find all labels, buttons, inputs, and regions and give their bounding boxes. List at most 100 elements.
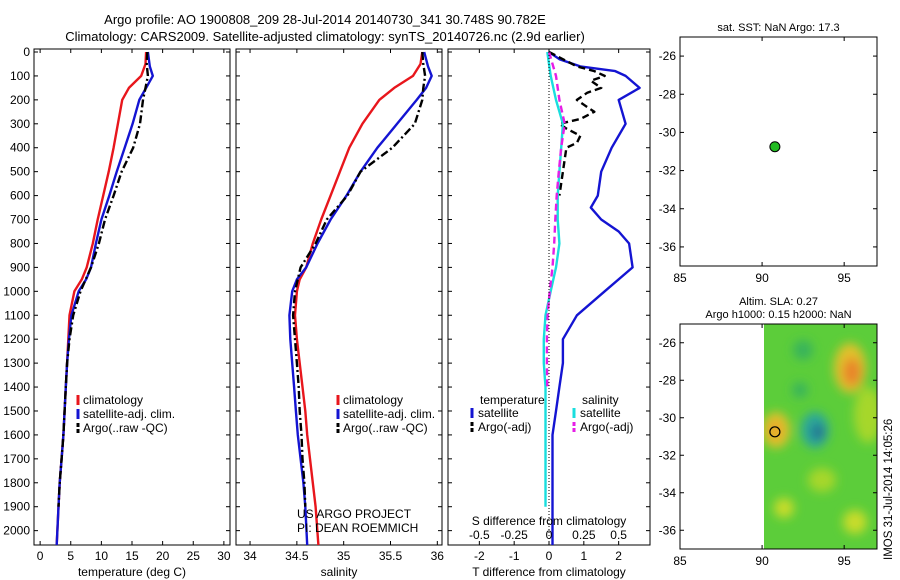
x-tick-label: 0 [546, 549, 553, 563]
top-tick-label: -0.25 [500, 528, 528, 542]
legend-label: Argo(..raw -QC) [343, 421, 428, 435]
y-tick-label: 1600 [3, 428, 30, 442]
legend-label: Argo(..raw -QC) [83, 421, 168, 435]
y-tick-label: -36 [659, 523, 677, 537]
heatmap-blob [812, 424, 824, 440]
x-tick-label: 95 [837, 271, 851, 285]
y-tick-label: -36 [659, 240, 677, 254]
x-axis-label: T difference from climatology [472, 565, 626, 579]
top-axis-label: S difference from climatology [472, 514, 627, 528]
x-tick-label: 2 [615, 549, 622, 563]
series-line [545, 51, 566, 388]
x-tick-label: 90 [755, 271, 769, 285]
y-tick-label: -32 [659, 164, 677, 178]
heatmap-blob [808, 468, 836, 492]
x-tick-label: 1 [580, 549, 587, 563]
difference-panel: -2 -1 0 1 2 T difference from climatology -0.5… [447, 48, 651, 579]
top-tick-label: 0.25 [572, 528, 596, 542]
x-tick-label: 34.5 [285, 549, 309, 563]
y-tick-label: 200 [10, 93, 30, 107]
temperature-panel: 0100200300400500600700800900100011001200… [3, 45, 231, 579]
series-line [291, 51, 427, 507]
legend-label: satellite [478, 406, 519, 420]
x-tick-label: 0 [37, 549, 44, 563]
y-tick-label: 1900 [3, 500, 30, 514]
x-tick-label: 10 [95, 549, 109, 563]
y-tick-label: 0 [23, 45, 30, 59]
x-tick-label: 36 [431, 549, 445, 563]
heatmap-blob [843, 358, 861, 386]
y-tick-label: -30 [659, 125, 677, 139]
y-tick-label: -32 [659, 448, 677, 462]
legend-label: Argo(-adj) [478, 420, 531, 434]
y-tick-label: -34 [659, 486, 677, 500]
imos-timestamp: IMOS 31-Jul-2014 14:05:26 [883, 418, 895, 560]
heatmap-blob [854, 387, 877, 443]
x-tick-label: 20 [156, 549, 170, 563]
x-tick-label: 34 [243, 549, 257, 563]
pi-label: PI: DEAN ROEMMICH [297, 521, 418, 535]
x-tick-label: 30 [217, 549, 231, 563]
y-tick-label: 900 [10, 260, 30, 274]
legend-label: climatology [343, 393, 403, 407]
series-group [542, 50, 641, 545]
top-tick-label: 0.5 [610, 528, 627, 542]
series-line [542, 51, 565, 507]
y-tick-label: 1400 [3, 380, 30, 394]
y-tick-label: 300 [10, 117, 30, 131]
series-line [548, 50, 606, 196]
legend-heading: temperature [480, 393, 545, 407]
y-tick-label: -26 [659, 49, 677, 63]
x-tick-label: 85 [673, 554, 687, 568]
legend-label: satellite-adj. clim. [343, 407, 435, 421]
y-tick-label: 1200 [3, 332, 30, 346]
y-tick-label: 500 [10, 165, 30, 179]
y-tick-label: -30 [659, 411, 677, 425]
y-tick-label: 1700 [3, 452, 30, 466]
series-group [288, 51, 433, 545]
y-tick-label: -34 [659, 202, 677, 216]
legend-heading: salinity [582, 393, 619, 407]
x-axis-label: temperature (deg C) [78, 565, 186, 579]
series-line [288, 51, 433, 545]
y-tick-label: 1300 [3, 356, 30, 370]
axes-frame [235, 48, 443, 546]
argo-location-marker [769, 141, 781, 153]
map-title: sat. SST: NaN Argo: 17.3 [717, 22, 839, 34]
series-line [293, 51, 424, 545]
project-label: US ARGO PROJECT [297, 507, 412, 521]
x-tick-label: -1 [509, 549, 520, 563]
legend-label: satellite-adj. clim. [83, 407, 175, 421]
figure-title-line2: Climatology: CARS2009. Satellite-adjuste… [65, 29, 585, 44]
x-tick-label: 15 [125, 549, 139, 563]
x-axis-label: salinity [321, 565, 358, 579]
map-title: Altim. SLA: 0.27 [739, 296, 818, 308]
x-tick-label: 35 [337, 549, 351, 563]
argo-location-marker [769, 426, 781, 438]
y-tick-label: -26 [659, 336, 677, 350]
heatmap-blob [843, 510, 867, 534]
heatmap-blob [774, 498, 794, 518]
legend-label: satellite [580, 406, 621, 420]
heatmap-blob [793, 340, 813, 360]
x-tick-label: 35.5 [379, 549, 403, 563]
sst-map-panel: sat. SST: NaN Argo: 17.3 -26 -28 -30 -32 -34 -… [659, 22, 878, 285]
x-tick-label: 90 [755, 554, 769, 568]
legend-label: climatology [83, 393, 143, 407]
y-tick-label: 1800 [3, 476, 30, 490]
x-tick-label: -2 [474, 549, 485, 563]
salinity-panel: 34 34.5 35 35.5 36 salinity climatologysatelli… [235, 48, 445, 579]
y-tick-label: 1100 [4, 308, 30, 322]
y-tick-label: 800 [10, 236, 30, 250]
x-tick-label: 25 [187, 549, 201, 563]
x-tick-label: 5 [67, 549, 74, 563]
map-title: Argo h1000: 0.15 h2000: NaN [705, 309, 851, 321]
heatmap-blob [792, 382, 808, 398]
y-tick-label: 1500 [3, 404, 30, 418]
series-line [548, 51, 641, 545]
top-tick-label: -0.5 [469, 528, 490, 542]
series-group [55, 51, 155, 545]
x-tick-label: 95 [837, 554, 851, 568]
y-tick-label: -28 [659, 87, 677, 101]
